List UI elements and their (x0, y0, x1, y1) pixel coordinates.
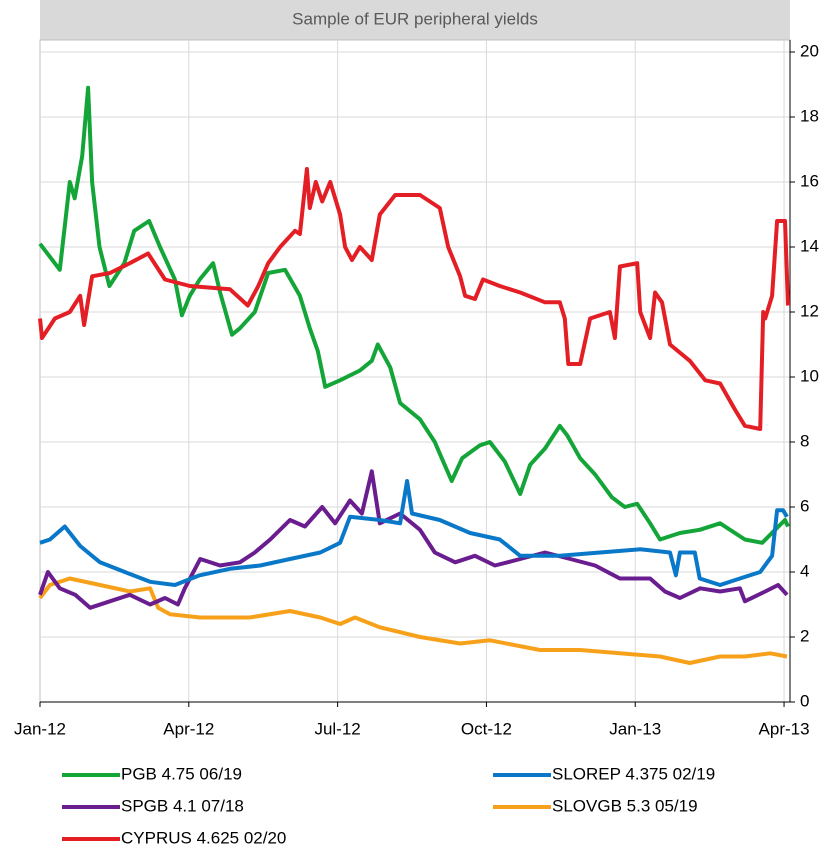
series-line (38, 85, 790, 545)
y-tick-label: 18 (800, 106, 819, 125)
y-tick-label: 10 (800, 366, 819, 385)
chart-title: Sample of EUR peripheral yields (292, 9, 538, 28)
series-line (38, 576, 788, 665)
legend-label: SLOVGB 5.3 05/19 (552, 796, 698, 815)
series-line (39, 479, 789, 587)
legend-label: SPGB 4.1 07/18 (121, 796, 244, 815)
y-tick-label: 8 (800, 431, 809, 450)
y-tick-label: 0 (800, 691, 809, 710)
y-tick-label: 14 (800, 236, 819, 255)
x-tick-label: Jan-12 (14, 719, 66, 738)
y-tick-label: 2 (800, 626, 809, 645)
y-tick-label: 20 (800, 41, 819, 60)
legend-label: SLOREP 4.375 02/19 (552, 764, 715, 783)
x-tick-label: Jul-12 (314, 719, 360, 738)
series-line (38, 469, 789, 610)
title-bar (40, 0, 790, 40)
y-tick-label: 12 (800, 301, 819, 320)
x-tick-label: Apr-12 (163, 719, 214, 738)
legend-label: CYPRUS 4.625 02/20 (121, 828, 286, 847)
legend-label: PGB 4.75 06/19 (121, 764, 242, 783)
x-tick-label: Oct-12 (461, 719, 512, 738)
y-tick-label: 16 (800, 171, 819, 190)
x-tick-label: Jan-13 (609, 719, 661, 738)
y-tick-label: 4 (800, 561, 809, 580)
x-tick-label: Apr-13 (759, 719, 810, 738)
series-line (38, 167, 790, 431)
y-tick-label: 6 (800, 496, 809, 515)
